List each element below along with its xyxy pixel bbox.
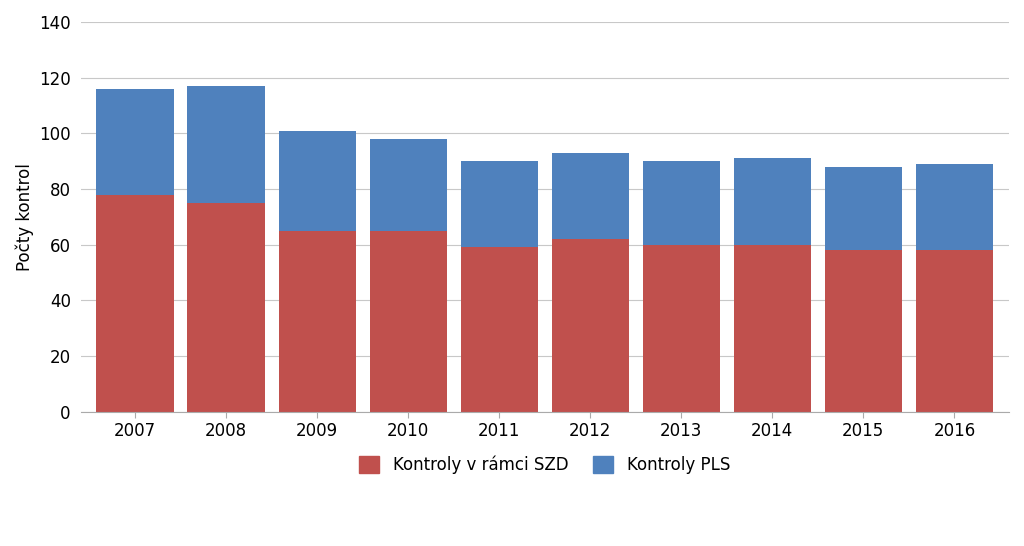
Bar [552,153,629,239]
Bar [915,250,993,412]
Bar [824,167,902,250]
Bar [96,194,174,412]
Bar [915,164,993,250]
Bar [824,250,902,412]
Bar [461,247,538,412]
Bar [370,231,446,412]
Bar [643,161,720,245]
Legend: Kontroly v rámci SZD, Kontroly PLS: Kontroly v rámci SZD, Kontroly PLS [352,449,736,481]
Bar [279,130,356,231]
Bar [187,86,265,203]
Bar [733,158,811,245]
Bar [187,203,265,412]
Bar [461,161,538,247]
Y-axis label: Počty kontrol: Počty kontrol [15,163,34,271]
Bar [733,245,811,412]
Bar [279,231,356,412]
Bar [96,89,174,194]
Bar [552,239,629,412]
Bar [643,245,720,412]
Bar [370,139,446,231]
